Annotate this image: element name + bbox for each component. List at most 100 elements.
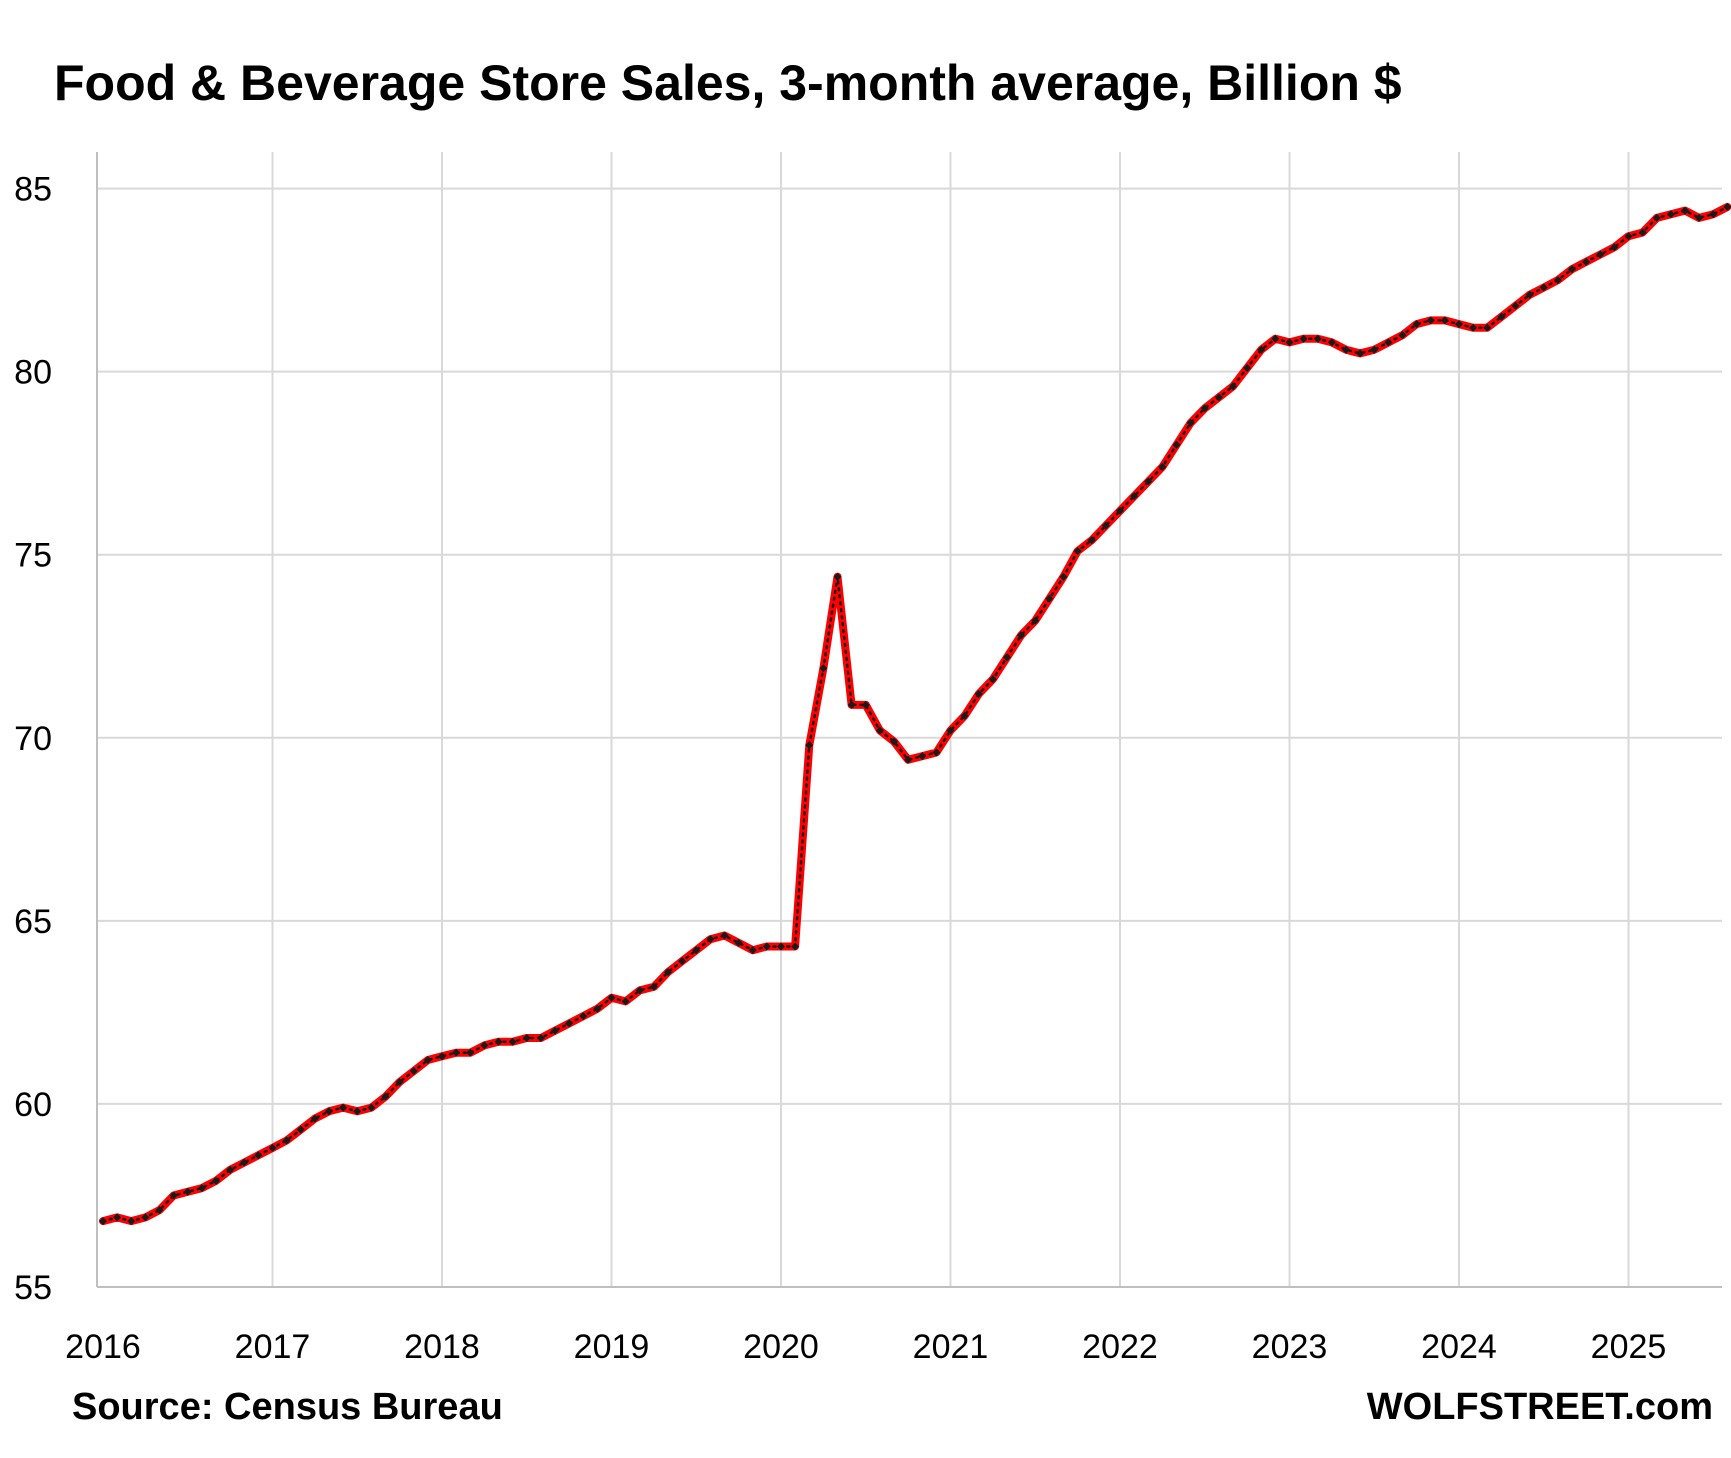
x-axis-tick-labels: 2016 2017 2018 2019 2020 2021 2022 2023 2024 2025: [65, 1328, 1666, 1366]
data-point-60: [946, 726, 955, 735]
data-point-46: [748, 946, 757, 955]
data-point-21: [395, 1077, 404, 1086]
data-point-82: [1257, 345, 1266, 354]
data-point-73: [1130, 492, 1139, 501]
x-tick-label-2020: 2020: [743, 1328, 819, 1366]
x-tick-label-2024: 2024: [1421, 1328, 1497, 1366]
data-point-2: [127, 1217, 136, 1226]
data-point-66: [1031, 616, 1040, 625]
data-point-86: [1313, 334, 1322, 343]
data-point-22: [409, 1066, 418, 1075]
data-point-57: [904, 755, 913, 764]
data-point-77: [1186, 418, 1195, 427]
data-point-55: [875, 726, 884, 735]
x-tick-label-2019: 2019: [574, 1328, 650, 1366]
data-point-65: [1017, 631, 1026, 640]
data-point-81: [1243, 364, 1252, 373]
data-point-12: [268, 1143, 277, 1152]
data-point-37: [621, 997, 630, 1006]
data-point-75: [1158, 462, 1167, 471]
data-point-19: [367, 1103, 376, 1112]
data-point-113: [1695, 213, 1704, 222]
data-point-24: [438, 1052, 446, 1061]
data-point-107: [1610, 243, 1619, 252]
data-point-16: [325, 1107, 333, 1116]
data-point-112: [1681, 206, 1689, 215]
data-point-47: [762, 942, 771, 951]
data-point-25: [452, 1048, 461, 1057]
data-point-18: [353, 1107, 362, 1116]
data-point-48: [777, 942, 785, 951]
data-point-104: [1568, 265, 1576, 274]
data-point-29: [508, 1037, 517, 1046]
data-point-54: [861, 700, 870, 709]
data-point-100: [1511, 301, 1520, 310]
data-point-69: [1073, 547, 1082, 556]
data-point-5: [169, 1191, 178, 1200]
data-point-62: [974, 689, 983, 698]
data-point-99: [1497, 312, 1506, 321]
data-point-53: [847, 700, 856, 709]
data-point-33: [565, 1019, 574, 1028]
x-tick-label-2022: 2022: [1082, 1328, 1158, 1366]
data-point-7: [197, 1184, 206, 1193]
data-point-72: [1116, 506, 1124, 515]
series-line: [99, 202, 1731, 1226]
data-point-101: [1525, 290, 1534, 299]
data-point-42: [692, 946, 701, 955]
data-point-70: [1087, 536, 1096, 545]
data-point-31: [536, 1034, 545, 1043]
data-point-106: [1596, 250, 1605, 259]
data-point-94: [1426, 316, 1435, 325]
data-point-3: [141, 1213, 150, 1222]
data-point-105: [1582, 257, 1591, 266]
data-point-76: [1172, 440, 1181, 449]
data-point-17: [339, 1103, 348, 1112]
data-point-84: [1285, 338, 1294, 347]
data-point-44: [720, 931, 729, 940]
data-point-102: [1539, 283, 1548, 292]
data-point-45: [734, 938, 743, 947]
data-point-96: [1455, 320, 1463, 329]
chart-title: Food & Beverage Store Sales, 3-month ave…: [54, 55, 1402, 111]
data-point-14: [296, 1125, 305, 1134]
data-point-61: [960, 711, 969, 720]
data-point-20: [381, 1092, 390, 1101]
data-point-23: [423, 1056, 432, 1064]
data-point-1: [113, 1213, 122, 1222]
y-tick-label-85: 85: [14, 171, 52, 209]
data-point-114: [1709, 210, 1718, 219]
data-point-59: [932, 748, 941, 757]
data-point-103: [1553, 276, 1562, 285]
data-point-79: [1214, 393, 1223, 402]
data-point-90: [1370, 345, 1379, 354]
data-point-36: [607, 993, 616, 1002]
data-point-51: [819, 664, 828, 673]
data-point-34: [579, 1012, 588, 1021]
data-point-11: [254, 1151, 263, 1160]
series-sales: [99, 202, 1731, 1226]
brand-label: WOLFSTREET.com: [1366, 1386, 1713, 1428]
axes: [96, 152, 1722, 1288]
y-tick-label-75: 75: [14, 537, 52, 575]
data-point-0: [99, 1217, 107, 1226]
y-tick-label-60: 60: [14, 1086, 52, 1124]
series-markers: [99, 202, 1731, 1226]
data-point-41: [678, 957, 687, 966]
data-point-110: [1652, 213, 1661, 222]
x-tick-label-2018: 2018: [404, 1328, 480, 1366]
x-tick-label-2017: 2017: [235, 1328, 311, 1366]
y-axis-tick-labels: 55 60 65 70 75 80 85: [14, 171, 52, 1307]
y-tick-label-80: 80: [14, 354, 52, 392]
data-point-38: [635, 986, 644, 995]
data-point-52: [833, 572, 842, 581]
data-point-111: [1666, 210, 1675, 219]
data-point-4: [155, 1206, 164, 1215]
data-point-39: [649, 982, 658, 991]
y-tick-label-55: 55: [14, 1269, 52, 1307]
data-point-68: [1059, 572, 1068, 581]
data-point-10: [240, 1158, 249, 1167]
data-point-80: [1229, 382, 1237, 391]
data-point-30: [522, 1034, 531, 1043]
